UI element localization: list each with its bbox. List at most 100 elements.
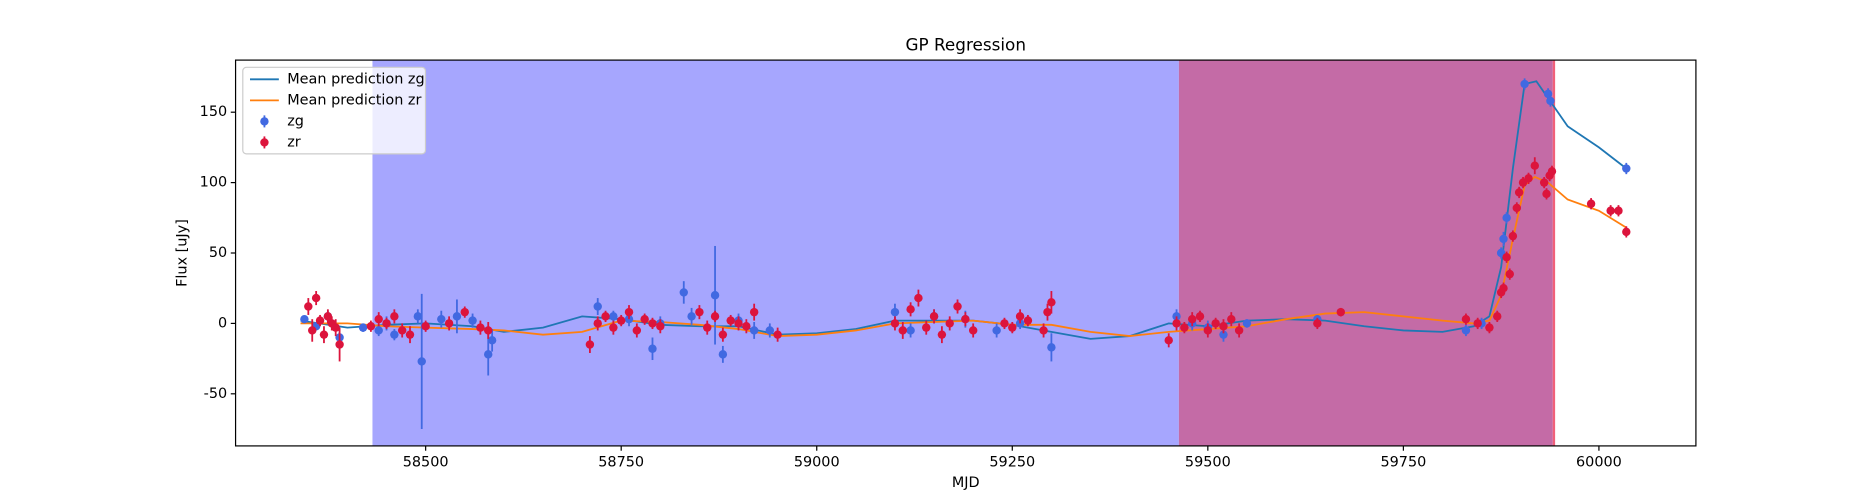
chart-title: GP Regression [906,35,1026,55]
data-point [315,316,325,325]
y-tick-label: -50 [204,386,228,402]
legend-box [242,66,427,155]
data-point [1047,343,1056,352]
x-tick-label: 59250 [989,455,1035,471]
data-point [468,316,477,325]
data-point [1336,307,1346,317]
data-point [1187,314,1197,324]
data-point [1508,231,1518,241]
data-point [687,312,696,321]
data-point [405,330,415,339]
x-tick-label: 60000 [1576,455,1622,471]
data-point [390,330,399,339]
data-point [1039,326,1048,335]
x-tick-label: 59750 [1380,455,1426,471]
data-point [1606,206,1615,215]
data-point [331,323,340,332]
data-point [742,322,751,331]
data-point [484,326,493,335]
data-point [953,302,962,311]
data-point [656,322,665,331]
data-point [1023,316,1033,325]
data-point [1047,298,1056,307]
data-point [374,314,383,324]
data-point [890,319,900,328]
data-point [1219,322,1228,331]
data-point [648,319,657,328]
data-point [421,322,430,331]
data-point [726,316,735,325]
data-point [1203,326,1213,335]
mean-line [300,175,1627,337]
data-point [1499,284,1508,293]
data-point [749,326,759,335]
data-point [311,293,321,303]
legend-label: Mean prediction zg [287,71,424,87]
data-point [308,326,317,335]
data-point [1622,164,1631,173]
data-point [1461,326,1471,335]
legend-label: Mean prediction zr [287,92,421,108]
data-point [679,288,688,297]
data-point [1622,227,1631,237]
data-point [335,340,344,349]
data-point [1234,326,1244,335]
data-point [765,326,775,335]
data-point [1219,330,1228,339]
data-point [585,340,595,349]
legend: Mean prediction zg Mean prediction zr zg zr [242,66,427,155]
data-point [703,323,712,332]
x-axis-label: MJD [952,475,980,491]
data-point [734,319,743,328]
data-point [1461,314,1471,324]
data-point [1043,307,1052,317]
data-point [382,319,391,328]
data-point [1502,213,1511,223]
y-tick-label: 50 [209,245,227,261]
data-point [1530,161,1539,170]
x-tick-label: 59000 [794,455,840,471]
data-point [1473,319,1482,328]
y-tick-label: 100 [200,175,228,191]
data-point [366,322,376,331]
data-point [616,316,626,325]
shaded-span [1178,60,1553,446]
data-point [323,312,333,321]
data-point [749,307,759,317]
data-point [444,319,454,328]
legend-label: zg [287,113,304,129]
data-point [1195,312,1205,321]
plot-area [300,60,1631,446]
shaded-span [372,60,1179,446]
data-point [1520,79,1529,89]
data-point [1211,319,1220,328]
legend-label: zr [287,134,301,150]
x-tick-label: 58500 [403,455,449,471]
shaded-span [1552,60,1556,446]
data-point [476,323,485,332]
data-point [632,326,642,335]
data-point [460,307,469,317]
data-point [1180,323,1189,332]
legend-marker [260,117,269,126]
data-point [773,330,782,339]
data-point [1000,319,1009,328]
data-point [1172,319,1181,328]
data-point [358,323,368,332]
data-point [640,314,649,324]
data-point [961,314,970,324]
data-point [1542,189,1551,199]
data-point [648,344,657,353]
data-point [1227,314,1236,324]
data-point [1512,203,1522,213]
data-point [922,323,931,332]
data-point [929,312,939,321]
data-point [1493,312,1502,321]
data-point [1547,167,1557,176]
data-point [1164,336,1173,345]
data-point [437,314,446,324]
data-point [718,350,728,359]
data-point [968,326,978,335]
x-tick-label: 59500 [1185,455,1231,471]
